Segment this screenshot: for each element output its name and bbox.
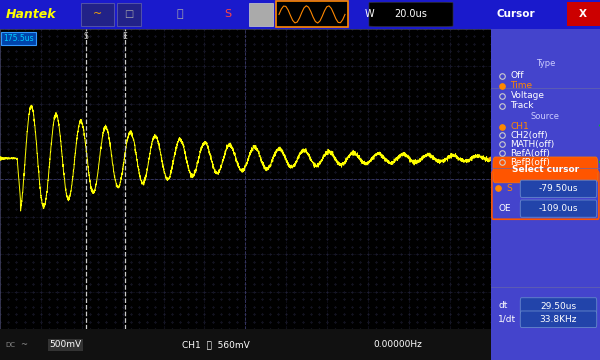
FancyBboxPatch shape <box>493 157 598 183</box>
Text: 33.8KHz: 33.8KHz <box>540 315 577 324</box>
Text: -79.50us: -79.50us <box>539 184 578 193</box>
Text: □: □ <box>124 9 134 19</box>
Text: 20.0us: 20.0us <box>395 9 427 19</box>
Text: E: E <box>122 32 127 41</box>
Text: Type: Type <box>536 59 555 68</box>
Text: CH1: CH1 <box>511 122 529 131</box>
Text: 500mV: 500mV <box>49 340 81 349</box>
Text: RefA(off): RefA(off) <box>511 149 550 158</box>
Text: 0.00000Hz: 0.00000Hz <box>373 340 422 349</box>
Text: Cursor: Cursor <box>497 9 535 19</box>
FancyBboxPatch shape <box>567 2 600 27</box>
FancyBboxPatch shape <box>520 311 597 328</box>
Text: S: S <box>83 32 88 41</box>
FancyBboxPatch shape <box>249 3 273 26</box>
Text: Voltage: Voltage <box>511 91 544 100</box>
Text: Off: Off <box>511 71 524 80</box>
FancyBboxPatch shape <box>369 2 453 27</box>
Text: dt: dt <box>499 301 508 310</box>
Text: 175.5us: 175.5us <box>3 34 34 43</box>
FancyBboxPatch shape <box>276 1 348 27</box>
Text: Select cursor: Select cursor <box>512 165 579 174</box>
FancyBboxPatch shape <box>520 180 597 197</box>
Text: MATH(off): MATH(off) <box>511 140 555 149</box>
Text: W: W <box>364 9 374 19</box>
Text: ~: ~ <box>93 9 103 19</box>
Text: ~: ~ <box>20 340 26 349</box>
Text: DC: DC <box>5 342 15 348</box>
Text: X: X <box>579 9 587 19</box>
Text: RefB(off): RefB(off) <box>511 158 550 167</box>
Text: CH2(off): CH2(off) <box>511 131 548 140</box>
Text: ⎺: ⎺ <box>176 9 184 19</box>
Text: Track: Track <box>511 101 534 110</box>
Text: OE: OE <box>499 204 511 213</box>
FancyBboxPatch shape <box>81 3 114 26</box>
Text: CH1  ⎺  560mV: CH1 ⎺ 560mV <box>182 340 250 349</box>
Text: 1/dt: 1/dt <box>499 314 517 323</box>
FancyBboxPatch shape <box>520 298 597 314</box>
Text: Source: Source <box>531 112 560 121</box>
Text: S: S <box>506 184 512 193</box>
Text: S: S <box>224 9 232 19</box>
Text: Time: Time <box>511 81 533 90</box>
Text: 29.50us: 29.50us <box>541 302 577 311</box>
FancyBboxPatch shape <box>117 3 141 26</box>
Text: -109.0us: -109.0us <box>539 204 578 213</box>
FancyBboxPatch shape <box>520 200 597 217</box>
Text: Hantek: Hantek <box>6 8 56 21</box>
